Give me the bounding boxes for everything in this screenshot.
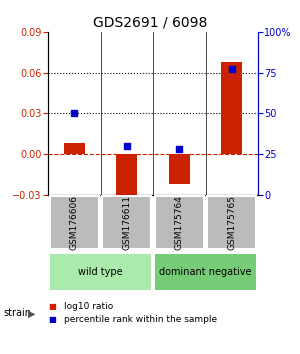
Text: ■: ■ [48,315,56,324]
Text: dominant negative: dominant negative [159,267,252,277]
FancyBboxPatch shape [154,254,256,290]
FancyBboxPatch shape [50,254,152,290]
Bar [116,154,137,200]
Text: ▶: ▶ [28,308,35,318]
Bar [221,62,242,154]
Text: GSM176611: GSM176611 [122,195,131,250]
Text: strain: strain [3,308,31,318]
Text: percentile rank within the sample: percentile rank within the sample [64,315,218,324]
Text: GSM175765: GSM175765 [227,195,236,250]
FancyBboxPatch shape [50,196,99,249]
Bar [64,143,85,154]
FancyBboxPatch shape [207,196,256,249]
FancyBboxPatch shape [102,196,152,249]
Text: GDS2691 / 6098: GDS2691 / 6098 [93,16,207,30]
Point [230,67,234,72]
Bar [169,154,190,184]
Text: log10 ratio: log10 ratio [64,302,114,311]
Text: GSM175764: GSM175764 [175,195,184,250]
FancyBboxPatch shape [154,196,204,249]
Text: GSM176606: GSM176606 [70,195,79,250]
Point [124,143,129,149]
Point [177,146,182,152]
Text: ■: ■ [48,302,56,311]
Text: wild type: wild type [78,267,123,277]
Point [72,110,77,116]
